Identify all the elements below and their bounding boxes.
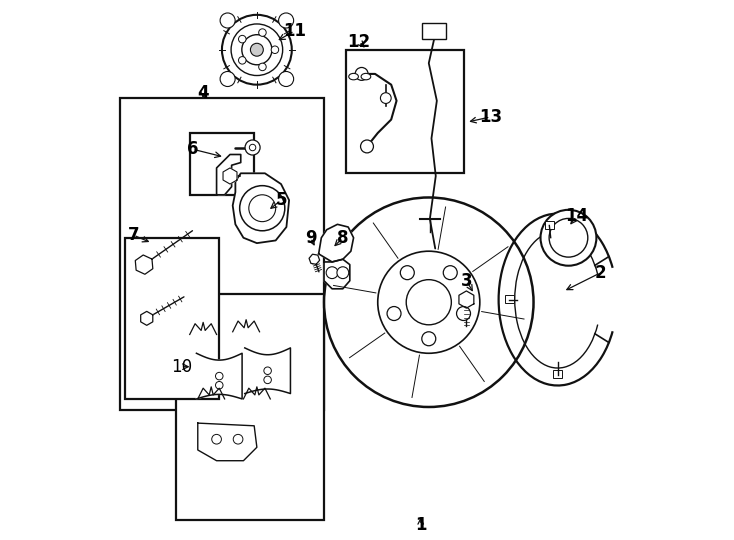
Polygon shape [197, 423, 257, 461]
Circle shape [355, 68, 368, 80]
Circle shape [443, 266, 457, 280]
Circle shape [406, 280, 451, 325]
Bar [553, 370, 562, 378]
Text: 5: 5 [275, 191, 287, 209]
Bar [422, 23, 446, 39]
Bar [120, 98, 324, 410]
Ellipse shape [361, 73, 371, 80]
Text: 1: 1 [415, 516, 426, 534]
Circle shape [264, 376, 272, 383]
Polygon shape [319, 224, 354, 262]
Polygon shape [141, 312, 153, 325]
Circle shape [400, 266, 414, 280]
Circle shape [378, 251, 480, 353]
Circle shape [245, 140, 260, 155]
Circle shape [360, 140, 374, 153]
Text: 3: 3 [460, 272, 472, 290]
Polygon shape [197, 353, 242, 399]
Circle shape [222, 15, 292, 85]
Circle shape [337, 267, 349, 279]
Circle shape [249, 195, 276, 221]
Circle shape [380, 93, 391, 104]
Text: 6: 6 [186, 140, 198, 158]
Text: 4: 4 [197, 84, 209, 102]
Polygon shape [135, 255, 153, 274]
Circle shape [231, 24, 283, 76]
Circle shape [211, 434, 222, 444]
Circle shape [250, 43, 264, 56]
Text: 11: 11 [283, 22, 306, 40]
Circle shape [216, 381, 223, 389]
Circle shape [216, 373, 223, 380]
Circle shape [540, 210, 597, 266]
Circle shape [250, 144, 255, 151]
Text: 14: 14 [565, 207, 588, 225]
Circle shape [239, 57, 246, 64]
Text: 2: 2 [595, 264, 606, 282]
Circle shape [271, 46, 279, 53]
Polygon shape [223, 168, 237, 184]
Text: 9: 9 [305, 229, 316, 247]
Polygon shape [459, 291, 474, 308]
Circle shape [233, 434, 243, 444]
Text: 8: 8 [337, 229, 349, 247]
Polygon shape [309, 254, 319, 264]
Polygon shape [217, 154, 241, 195]
Polygon shape [233, 173, 289, 243]
Polygon shape [324, 259, 350, 289]
Circle shape [240, 186, 285, 231]
Circle shape [258, 63, 266, 71]
Circle shape [239, 35, 246, 43]
Bar [176, 294, 324, 520]
Circle shape [279, 71, 294, 86]
Circle shape [220, 13, 235, 28]
Ellipse shape [349, 73, 358, 80]
Circle shape [324, 198, 534, 407]
Circle shape [264, 367, 272, 374]
Circle shape [549, 218, 588, 257]
Circle shape [422, 332, 436, 346]
Circle shape [258, 29, 266, 36]
Bar [346, 50, 464, 173]
Circle shape [387, 307, 401, 321]
Bar [189, 133, 254, 195]
Bar [545, 221, 553, 229]
Circle shape [279, 13, 294, 28]
Bar [505, 295, 514, 303]
Circle shape [220, 71, 235, 86]
Text: 12: 12 [347, 33, 371, 51]
Circle shape [241, 35, 272, 65]
Circle shape [457, 307, 470, 321]
Bar [126, 238, 219, 399]
Text: 13: 13 [479, 108, 502, 126]
Text: 10: 10 [171, 357, 192, 376]
Polygon shape [244, 348, 291, 394]
Text: 7: 7 [128, 226, 139, 244]
Circle shape [326, 267, 338, 279]
